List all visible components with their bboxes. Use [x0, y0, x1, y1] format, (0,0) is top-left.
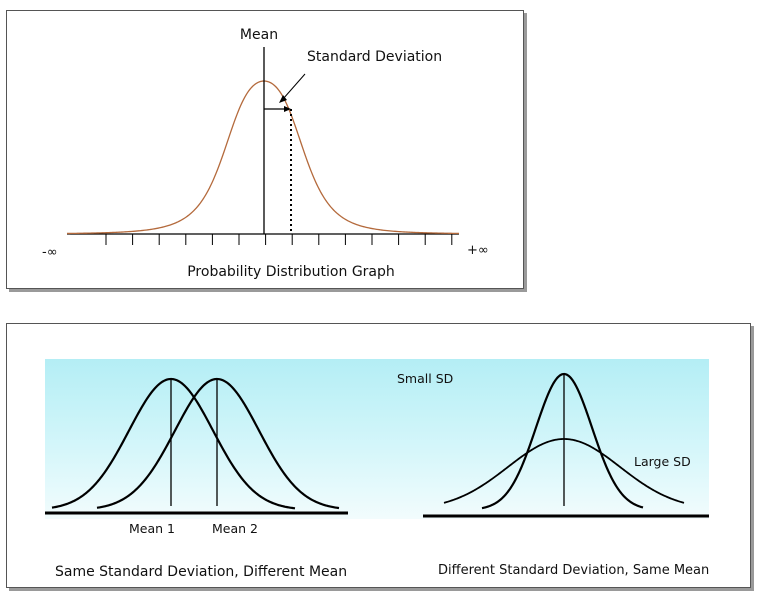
bell-curve — [66, 80, 460, 235]
pos-infinity-label: +∞ — [467, 243, 489, 258]
left-curve-mean2 — [96, 377, 340, 510]
small-sd-curve — [481, 372, 644, 510]
sd-comparison-panel: Mean 1 Mean 2 Same Standard Deviation, D… — [6, 323, 751, 588]
x-axis-ticks — [105, 234, 453, 245]
top-caption: Probability Distribution Graph — [187, 264, 395, 280]
sd-comparison-figure: Mean 1 Mean 2 Same Standard Deviation, D… — [45, 359, 709, 580]
mean1-label: Mean 1 — [129, 521, 175, 536]
left-curve-mean1 — [51, 377, 296, 510]
small-sd-label: Small SD — [397, 371, 453, 386]
left-caption: Same Standard Deviation, Different Mean — [55, 564, 347, 580]
chart-background — [45, 359, 709, 519]
right-caption: Different Standard Deviation, Same Mean — [438, 563, 709, 578]
probability-distribution-panel: Mean Standard Deviation -∞ +∞ Probabilit… — [6, 10, 524, 289]
sd-pointer-head — [279, 95, 287, 103]
mean-label: Mean — [240, 27, 278, 43]
large-sd-label: Large SD — [634, 454, 691, 469]
sd-label: Standard Deviation — [307, 49, 442, 65]
sd-arrow-head — [284, 106, 291, 112]
sd-pointer-line — [282, 73, 306, 100]
mean2-label: Mean 2 — [212, 521, 258, 536]
neg-infinity-label: -∞ — [42, 245, 58, 260]
probability-distribution-figure: Mean Standard Deviation -∞ +∞ Probabilit… — [42, 27, 489, 280]
